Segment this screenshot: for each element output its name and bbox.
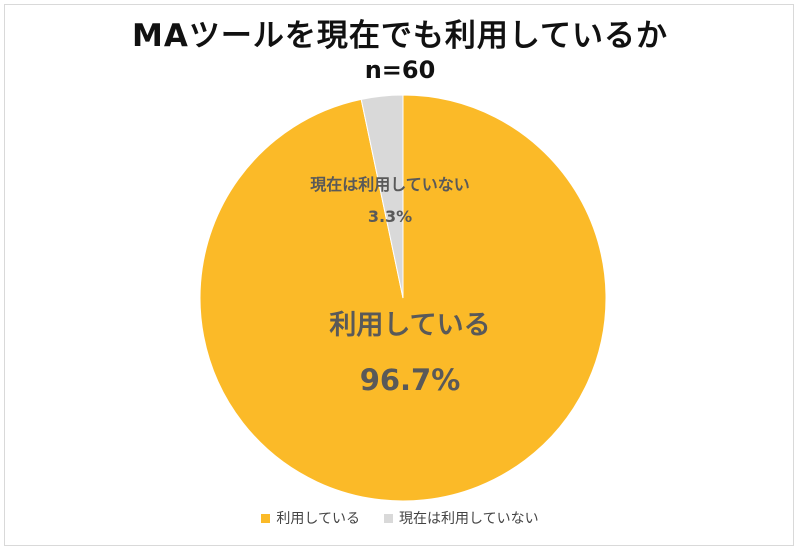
legend-label-using: 利用している bbox=[276, 511, 360, 527]
value-not-using: 3.3% bbox=[368, 207, 412, 226]
slice-not-using bbox=[360, 94, 404, 299]
legend-item-not-using: 現在は利用していない bbox=[384, 508, 539, 528]
legend-swatch-not-using bbox=[384, 513, 393, 523]
legend-label-not-using: 現在は利用していない bbox=[399, 511, 539, 527]
legend-item-using: 利用している bbox=[261, 508, 360, 528]
legend-swatch-using bbox=[261, 513, 271, 523]
chart-subtitle: n=60 bbox=[364, 56, 436, 84]
chart-title: MAツールを現在でも利用しているか bbox=[132, 18, 668, 54]
label-not-using: 現在は利用していない bbox=[310, 175, 470, 194]
label-using: 利用している bbox=[329, 310, 490, 341]
value-using: 96.7% bbox=[360, 363, 461, 397]
chart-legend: 利用している 現在は利用していない bbox=[0, 508, 800, 528]
